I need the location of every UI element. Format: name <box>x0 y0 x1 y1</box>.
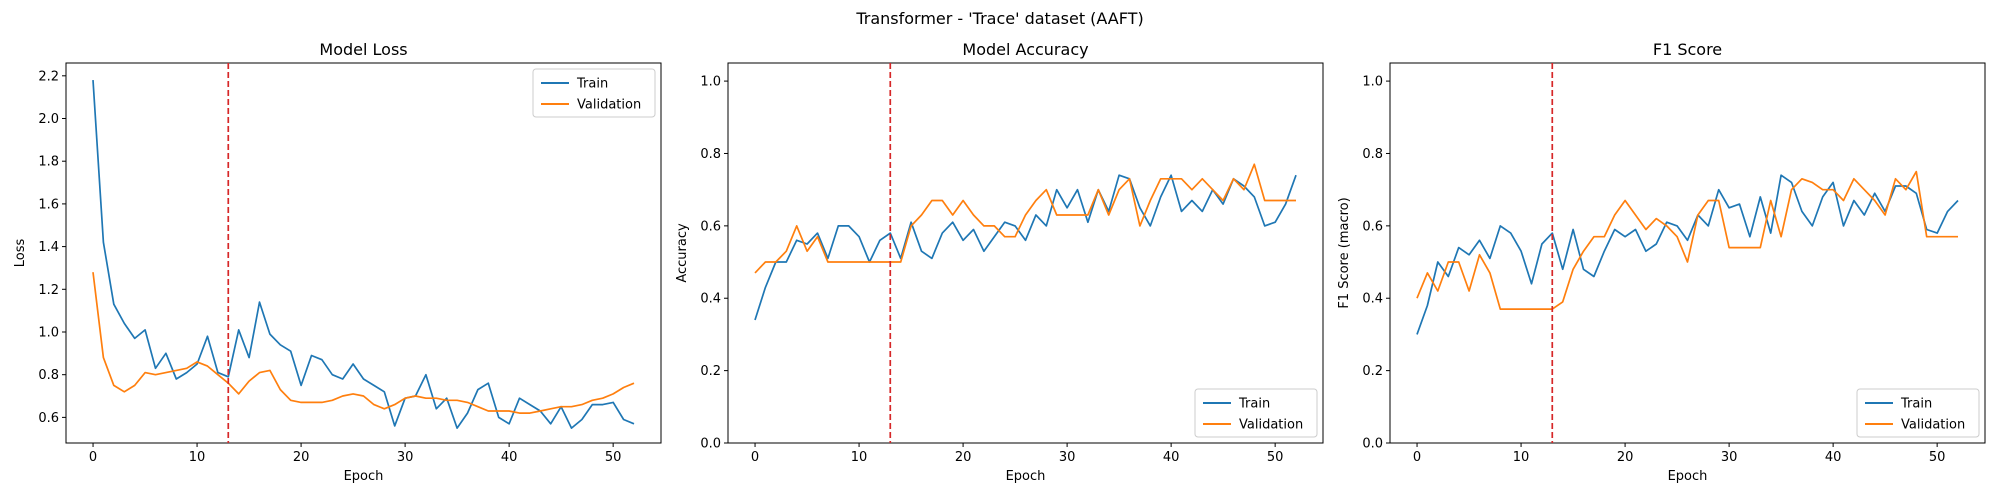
loss-x-tick-label: 10 <box>189 450 206 465</box>
f1-y-tick-label: 0.2 <box>1362 364 1383 379</box>
loss-y-tick-label: 1.0 <box>38 325 59 340</box>
loss-legend-label-validation: Validation <box>577 98 641 113</box>
f1-y-tick-label: 1.0 <box>1362 75 1383 90</box>
accuracy-chart-title: Model Accuracy <box>962 40 1088 59</box>
loss-x-tick-label: 0 <box>89 450 97 465</box>
loss-plot-frame <box>65 62 662 444</box>
f1-x-tick-label: 30 <box>1721 450 1738 465</box>
f1-legend-label-train: Train <box>1900 397 1932 412</box>
accuracy-y-tick-label: 1.0 <box>700 75 721 90</box>
loss-y-tick-label: 0.6 <box>38 411 59 426</box>
accuracy-x-tick-label: 50 <box>1267 450 1284 465</box>
accuracy-y-tick-label: 0.6 <box>700 219 721 234</box>
loss-train-line <box>92 80 635 429</box>
loss-y-tick-label: 1.2 <box>38 283 59 298</box>
accuracy-x-tick-label: 0 <box>751 450 759 465</box>
loss-x-tick-label: 40 <box>501 450 518 465</box>
f1-y-tick-label: 0.6 <box>1362 219 1383 234</box>
accuracy-train-line <box>754 174 1297 321</box>
accuracy-x-tick-label: 30 <box>1059 450 1076 465</box>
loss-y-tick-label: 1.6 <box>38 197 59 212</box>
accuracy-x-tick-label: 40 <box>1163 450 1180 465</box>
accuracy-legend: Train Validation <box>1194 388 1318 438</box>
loss-y-axis-label: Loss <box>13 239 28 268</box>
f1-y-tick-label: 0.0 <box>1362 437 1383 452</box>
f1-y-axis-label: F1 Score (macro) <box>1337 197 1352 308</box>
f1-x-axis-label: Epoch <box>1668 469 1708 484</box>
loss-legend: Train Validation <box>532 68 656 118</box>
f1-y-tick-label: 0.8 <box>1362 147 1383 162</box>
accuracy-y-tick-label: 0.8 <box>700 147 721 162</box>
f1-chart-title: F1 Score <box>1653 40 1722 59</box>
f1-y-tick-label: 0.4 <box>1362 292 1383 307</box>
loss-x-tick-label: 50 <box>605 450 622 465</box>
accuracy-x-axis-label: Epoch <box>1006 469 1046 484</box>
loss-x-tick-label: 20 <box>293 450 310 465</box>
f1-x-tick-label: 10 <box>1513 450 1530 465</box>
f1-validation-line <box>1416 170 1958 310</box>
accuracy-x-tick-label: 10 <box>851 450 868 465</box>
loss-y-tick-label: 2.0 <box>38 112 59 127</box>
loss-y-tick-label: 1.4 <box>38 240 59 255</box>
f1-train-line <box>1416 174 1959 335</box>
f1-x-tick-label: 50 <box>1929 450 1946 465</box>
f1-plot-frame <box>1389 62 1986 444</box>
loss-y-tick-label: 0.8 <box>38 368 59 383</box>
f1-legend: Train Validation <box>1856 388 1980 438</box>
accuracy-legend-label-train: Train <box>1238 397 1270 412</box>
loss-y-tick-label: 2.2 <box>38 69 59 84</box>
loss-x-axis-label: Epoch <box>344 469 384 484</box>
accuracy-legend-label-validation: Validation <box>1239 418 1303 433</box>
accuracy-x-tick-label: 20 <box>955 450 972 465</box>
loss-chart-title: Model Loss <box>319 40 407 59</box>
figure-title: Transformer - 'Trace' dataset (AAFT) <box>855 9 1143 28</box>
loss-x-tick-label: 30 <box>397 450 414 465</box>
accuracy-y-axis-label: Accuracy <box>675 223 690 283</box>
loss-y-tick-label: 1.8 <box>38 155 59 170</box>
accuracy-subplot: Model Accuracy 0 10 20 30 40 50 0.0 0.2 0.4 0.6 0.8… <box>675 40 1324 484</box>
accuracy-plot-frame <box>727 62 1324 444</box>
f1-x-tick-label: 40 <box>1825 450 1842 465</box>
f1-subplot: F1 Score 0 10 20 30 40 50 0.0 0.2 0.4 0.6 0.8 1.0 Epo… <box>1337 40 1986 484</box>
loss-subplot: Model Loss 0 10 20 30 40 50 0.6 0.8 1.0 1.2 1.4 1.6 1… <box>13 40 662 484</box>
f1-x-tick-label: 20 <box>1617 450 1634 465</box>
f1-x-tick-label: 0 <box>1413 450 1421 465</box>
loss-validation-line <box>92 272 635 414</box>
accuracy-validation-line <box>754 163 1296 274</box>
f1-legend-label-validation: Validation <box>1901 418 1965 433</box>
loss-legend-label-train: Train <box>576 77 608 92</box>
accuracy-y-tick-label: 0.0 <box>700 437 721 452</box>
accuracy-y-tick-label: 0.2 <box>700 364 721 379</box>
accuracy-y-tick-label: 0.4 <box>700 292 721 307</box>
